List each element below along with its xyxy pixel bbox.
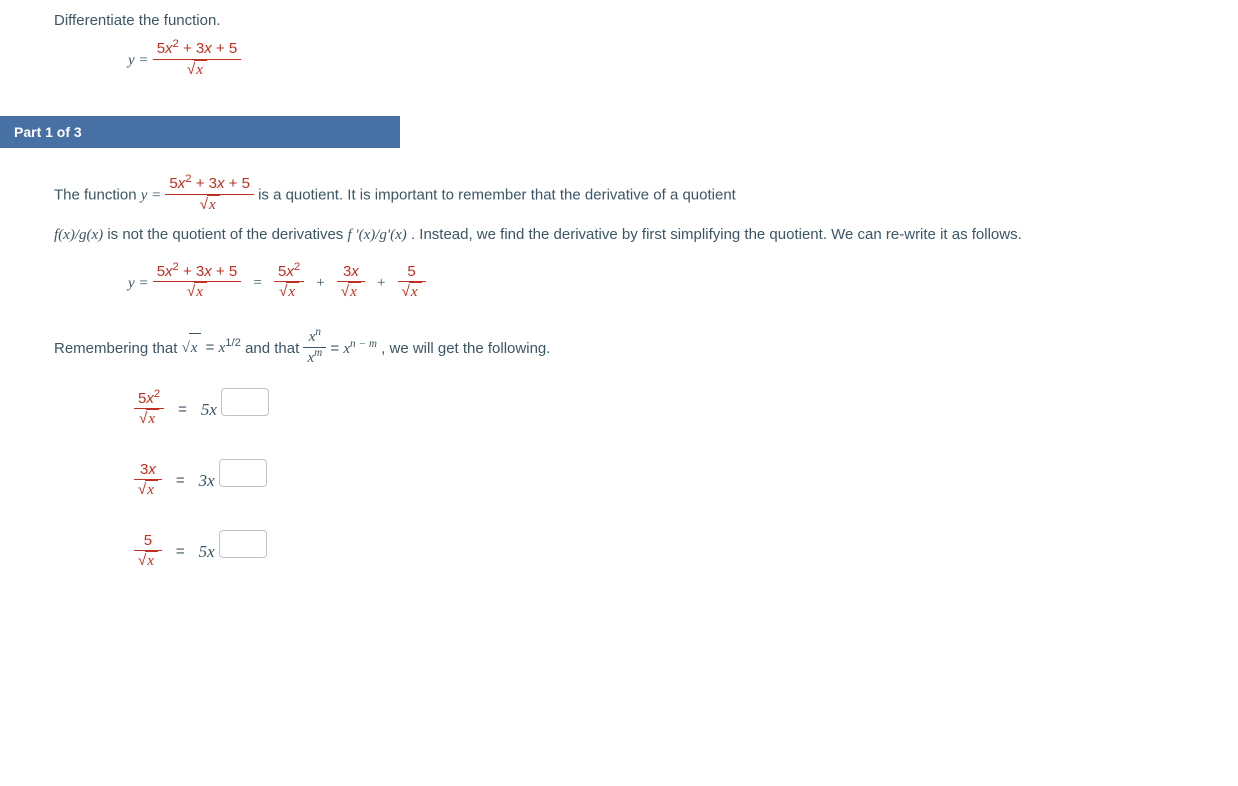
quotient-fx-gx: f(x)/g(x) xyxy=(54,227,103,243)
answer-3-coef: 5x xyxy=(199,536,215,568)
part-banner: Part 1 of 3 xyxy=(0,116,400,148)
prompt-text: Differentiate the function. xyxy=(0,12,1238,39)
page-container: Differentiate the function. y = 5x2 + 3x… xyxy=(0,0,1238,588)
answer-1-coef: 5x xyxy=(201,394,217,426)
answer-1-input[interactable] xyxy=(221,388,269,416)
main-fn-fraction: 5x2 + 3x + 5 x xyxy=(153,39,241,82)
content-body: The function y = 5x2 + 3x + 5 x is a quo… xyxy=(0,174,1238,588)
paragraph-2: f(x)/g(x) is not the quotient of the der… xyxy=(54,221,1198,250)
answer-row-1: 5x2 x = 5x xyxy=(54,375,1198,446)
paragraph-1: The function y = 5x2 + 3x + 5 x is a quo… xyxy=(54,174,1198,217)
power-rule-fraction: xn xm xyxy=(303,327,326,371)
answer-row-3: 5 x = 5x xyxy=(54,517,1198,588)
answer-2-coef: 3x xyxy=(199,465,215,497)
answer-2-input[interactable] xyxy=(219,459,267,487)
expansion-term-1: 5x2 x xyxy=(274,262,304,305)
inline-fn-fraction: 5x2 + 3x + 5 x xyxy=(165,174,253,217)
answer-3-input[interactable] xyxy=(219,530,267,558)
main-fn-lhs: y = xyxy=(128,52,149,68)
expansion-term-2: 3x x xyxy=(337,262,365,305)
paragraph-3: Remembering that x = x1/2 and that xn xm… xyxy=(54,327,1198,371)
main-fn-denominator: x xyxy=(153,60,241,83)
answer-row-2: 3x x = 3x xyxy=(54,446,1198,517)
expansion-equation: y = 5x2 + 3x + 5 x = 5x2 x + 3x x + 5 x xyxy=(54,254,1198,313)
quotient-fprime: f '(x)/g'(x) xyxy=(347,227,406,243)
expansion-term-3: 5 x xyxy=(398,262,426,305)
main-function-display: y = 5x2 + 3x + 5 x xyxy=(0,39,1238,116)
main-fn-numerator: 5x2 + 3x + 5 xyxy=(153,39,241,60)
